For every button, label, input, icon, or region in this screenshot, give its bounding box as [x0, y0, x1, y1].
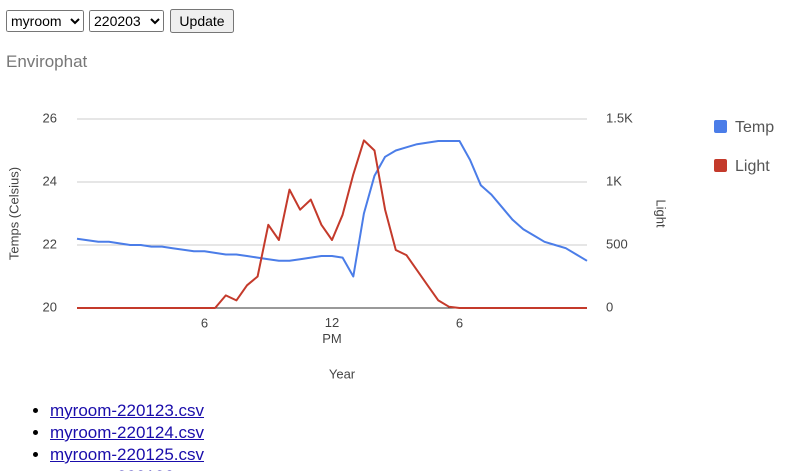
legend-swatch: [714, 120, 727, 133]
file-list: myroom-220123.csv myroom-220124.csv myroom…: [30, 400, 204, 471]
update-button[interactable]: Update: [170, 9, 234, 33]
y-tick-label: 20: [43, 299, 57, 314]
y-tick-label: 24: [43, 173, 57, 188]
series-line: [77, 139, 587, 309]
legend-label: Temp: [735, 119, 774, 136]
y2-tick-label: 1K: [606, 173, 622, 188]
file-item: myroom-220124.csv: [50, 422, 204, 444]
heading: Envirophat: [6, 52, 88, 71]
room-select[interactable]: myroom: [6, 10, 84, 32]
y2-axis-title: Light: [654, 199, 669, 228]
x-tick-line: 12: [325, 315, 339, 330]
file-link[interactable]: myroom-220126.csv: [50, 467, 204, 471]
file-link[interactable]: myroom-220125.csv: [50, 445, 205, 464]
file-link[interactable]: myroom-220123.csv: [50, 401, 205, 420]
legend-label: Light: [735, 158, 770, 175]
x-tick-label: 6: [456, 315, 463, 330]
x-axis-title: Year: [329, 366, 356, 381]
y2-tick-label: 1.5K: [606, 110, 633, 125]
file-item: myroom-220125.csv: [50, 444, 204, 466]
y-axis-title: Temps (Celsius): [6, 167, 21, 260]
legend-swatch: [714, 159, 727, 172]
date-select[interactable]: 220203: [89, 10, 164, 32]
x-tick-label: 12 PM: [322, 315, 342, 346]
y2-tick-label: 500: [606, 236, 628, 251]
y2-tick-label: 0: [606, 299, 613, 314]
x-tick-label: 6: [201, 315, 208, 330]
file-item: myroom-220123.csv: [50, 400, 204, 422]
file-link[interactable]: myroom-220124.csv: [50, 423, 205, 442]
y-tick-label: 22: [43, 236, 57, 251]
x-tick-line: PM: [322, 331, 342, 346]
series-line: [76, 140, 588, 278]
y-tick-label: 26: [43, 110, 57, 125]
file-item: myroom-220126.csv: [50, 466, 204, 471]
